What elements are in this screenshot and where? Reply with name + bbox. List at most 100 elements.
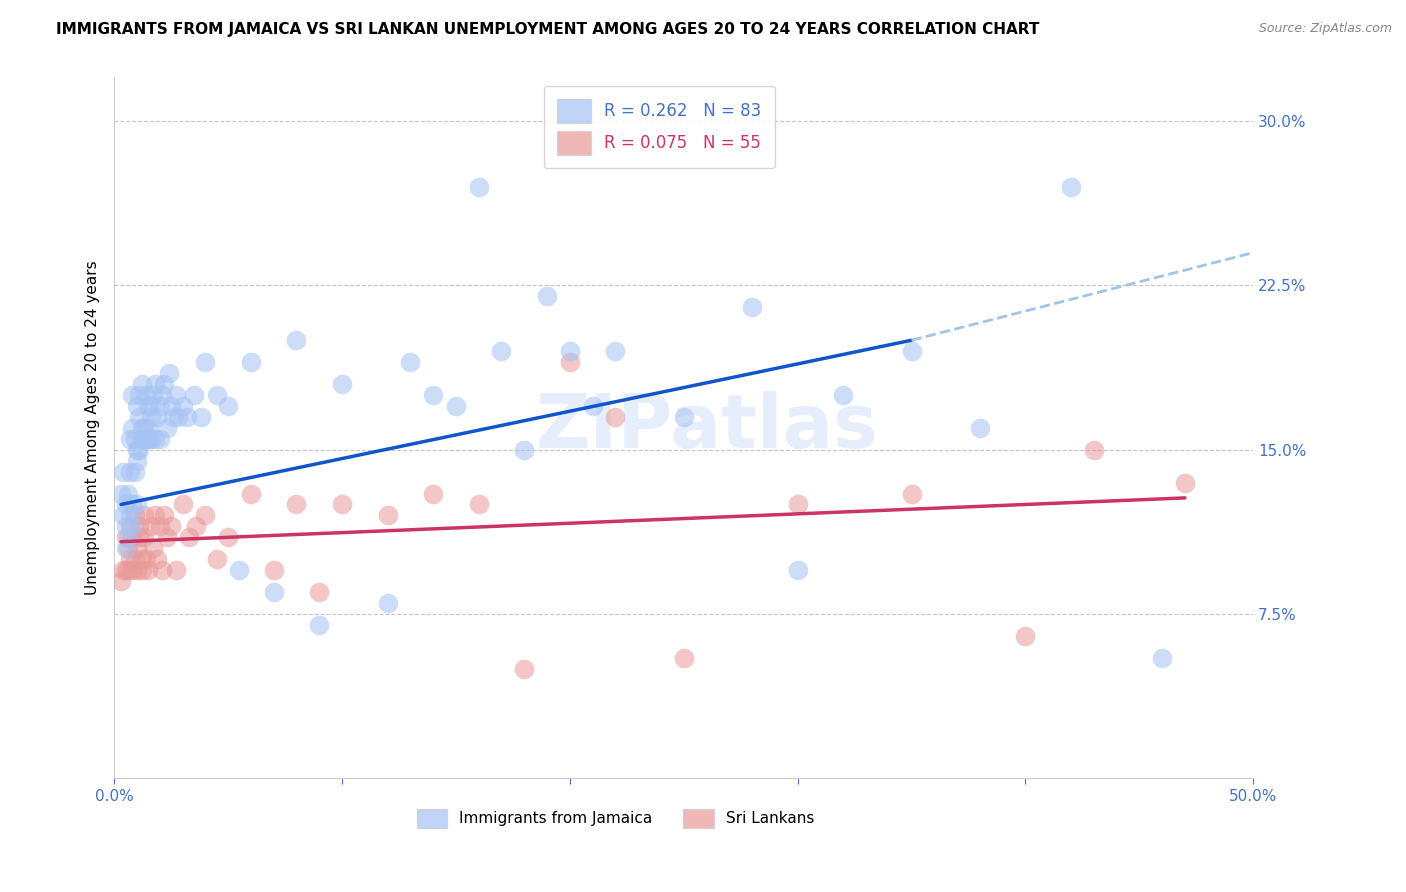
Point	[308, 618, 330, 632]
Point	[149, 432, 172, 446]
Legend: Immigrants from Jamaica, Sri Lankans: Immigrants from Jamaica, Sri Lankans	[411, 803, 820, 834]
Point	[786, 498, 808, 512]
Point	[131, 377, 153, 392]
Point	[263, 563, 285, 577]
Point	[157, 366, 180, 380]
Point	[135, 552, 157, 566]
Point	[146, 552, 169, 566]
Point	[150, 388, 173, 402]
Point	[194, 508, 217, 523]
Text: ZIPatlas: ZIPatlas	[536, 392, 877, 465]
Point	[112, 508, 135, 523]
Point	[165, 563, 187, 577]
Point	[121, 563, 143, 577]
Point	[120, 432, 142, 446]
Point	[121, 498, 143, 512]
Point	[672, 409, 695, 424]
Point	[167, 409, 190, 424]
Point	[149, 399, 172, 413]
Point	[110, 574, 132, 588]
Point	[138, 421, 160, 435]
Point	[155, 530, 177, 544]
Point	[558, 344, 581, 359]
Point	[1083, 442, 1105, 457]
Point	[741, 301, 763, 315]
Point	[120, 519, 142, 533]
Point	[205, 552, 228, 566]
Point	[138, 399, 160, 413]
Point	[132, 421, 155, 435]
Point	[125, 563, 148, 577]
Point	[120, 552, 142, 566]
Y-axis label: Unemployment Among Ages 20 to 24 years: Unemployment Among Ages 20 to 24 years	[86, 260, 100, 595]
Point	[176, 409, 198, 424]
Point	[139, 409, 162, 424]
Point	[132, 530, 155, 544]
Point	[1174, 475, 1197, 490]
Point	[121, 530, 143, 544]
Point	[239, 355, 262, 369]
Point	[150, 563, 173, 577]
Point	[114, 530, 136, 544]
Point	[112, 465, 135, 479]
Point	[160, 519, 183, 533]
Point	[558, 355, 581, 369]
Point	[536, 289, 558, 303]
Text: IMMIGRANTS FROM JAMAICA VS SRI LANKAN UNEMPLOYMENT AMONG AGES 20 TO 24 YEARS COR: IMMIGRANTS FROM JAMAICA VS SRI LANKAN UN…	[56, 22, 1039, 37]
Point	[377, 508, 399, 523]
Point	[162, 409, 184, 424]
Point	[132, 508, 155, 523]
Point	[114, 498, 136, 512]
Point	[117, 563, 139, 577]
Point	[183, 388, 205, 402]
Point	[308, 585, 330, 599]
Point	[131, 563, 153, 577]
Point	[491, 344, 513, 359]
Point	[422, 388, 444, 402]
Point	[165, 388, 187, 402]
Point	[467, 180, 489, 194]
Point	[125, 498, 148, 512]
Point	[110, 486, 132, 500]
Point	[146, 409, 169, 424]
Point	[605, 344, 627, 359]
Point	[581, 399, 603, 413]
Point	[422, 486, 444, 500]
Point	[605, 409, 627, 424]
Point	[128, 442, 150, 457]
Point	[125, 399, 148, 413]
Point	[444, 399, 467, 413]
Point	[786, 563, 808, 577]
Point	[114, 563, 136, 577]
Point	[138, 563, 160, 577]
Point	[143, 377, 166, 392]
Point	[399, 355, 422, 369]
Point	[124, 432, 146, 446]
Point	[172, 399, 194, 413]
Point	[125, 453, 148, 467]
Point	[377, 596, 399, 610]
Point	[467, 498, 489, 512]
Point	[114, 541, 136, 556]
Point	[1152, 650, 1174, 665]
Point	[205, 388, 228, 402]
Point	[153, 377, 176, 392]
Point	[263, 585, 285, 599]
Point	[124, 552, 146, 566]
Point	[117, 486, 139, 500]
Point	[131, 421, 153, 435]
Point	[128, 530, 150, 544]
Point	[513, 662, 536, 676]
Point	[900, 344, 922, 359]
Point	[186, 519, 208, 533]
Point	[135, 432, 157, 446]
Point	[124, 508, 146, 523]
Point	[112, 563, 135, 577]
Point	[139, 519, 162, 533]
Point	[139, 432, 162, 446]
Text: Source: ZipAtlas.com: Source: ZipAtlas.com	[1258, 22, 1392, 36]
Point	[832, 388, 855, 402]
Point	[125, 442, 148, 457]
Point	[194, 355, 217, 369]
Point	[513, 442, 536, 457]
